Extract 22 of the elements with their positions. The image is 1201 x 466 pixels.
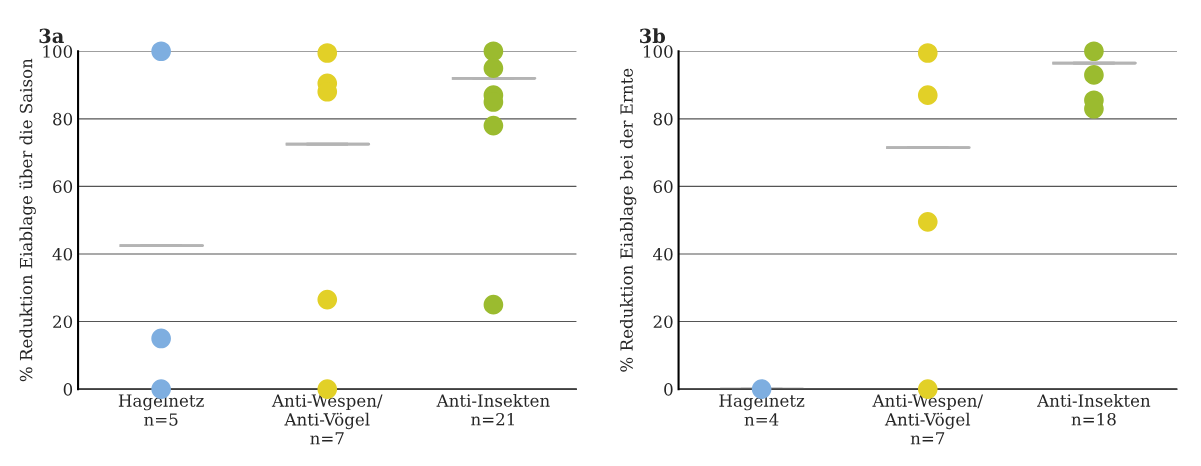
x-tick-label: Hagelnetz n=4 — [719, 393, 805, 426]
y-tick-label: 80 — [53, 112, 73, 126]
y-tick-label: 0 — [63, 383, 73, 396]
y-tick-label: 40 — [52, 247, 73, 261]
x-tick-label: Anti-Wespen/ Anti-Vögel n=7 — [271, 394, 383, 445]
y-tick-label: 80 — [653, 112, 673, 126]
y-tick-label: 0 — [664, 383, 673, 396]
y-tick-label: 40 — [653, 247, 673, 261]
x-tick-label: Anti-Insekten n=18 — [1037, 393, 1151, 426]
x-tick-label: Hagelnetz n=5 — [118, 393, 204, 426]
x-tick-label: Anti-Insekten n=21 — [436, 393, 550, 426]
y-axis-title: % Reduktion Eiablage über die Saison — [19, 58, 36, 382]
y-tick-label: 20 — [653, 315, 673, 329]
y-tick-label: 100 — [43, 45, 73, 58]
y-tick-label: 60 — [53, 180, 73, 193]
chart-title: 3a — [39, 28, 64, 44]
y-tick-label: 100 — [643, 45, 673, 58]
y-tick-label: 60 — [653, 180, 673, 193]
y-tick-label: 20 — [53, 315, 73, 329]
x-tick-label: Anti-Wespen/ Anti-Vögel n=7 — [872, 394, 984, 445]
chart-title: 3b — [640, 28, 666, 44]
y-axis-title: % Reduktion Eiablage bei der Ernte — [619, 68, 637, 372]
